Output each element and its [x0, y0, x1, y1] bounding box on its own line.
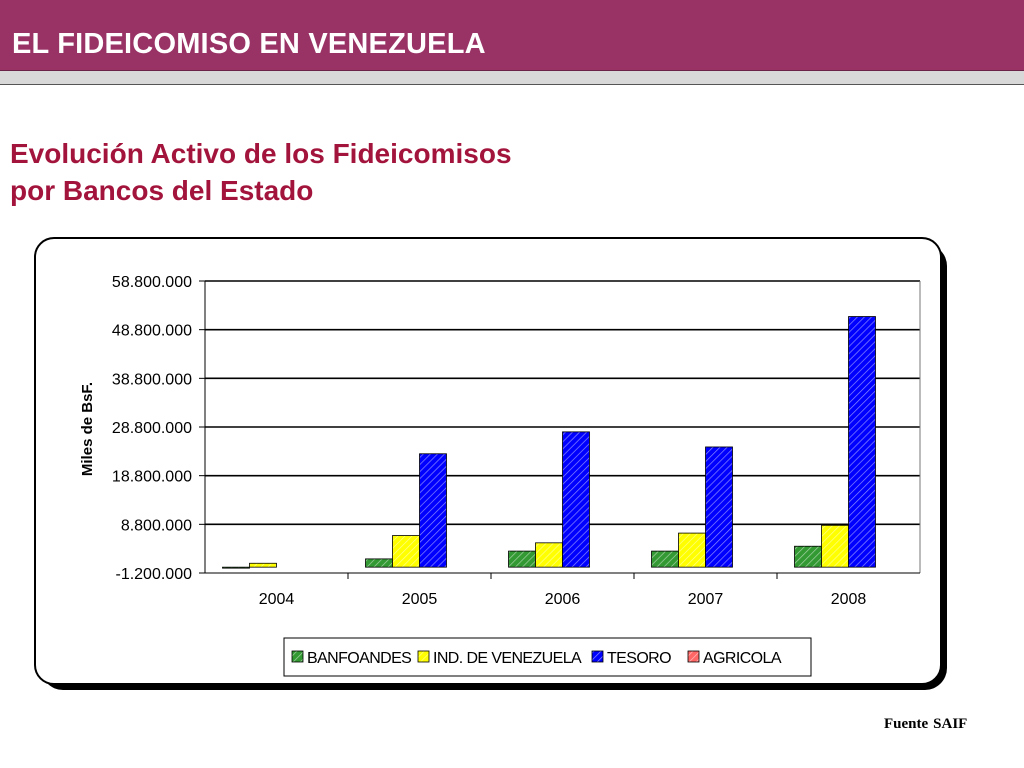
legend-swatch [687, 650, 700, 663]
y-tick-label: 48.800.000 [112, 323, 192, 340]
legend-swatch [291, 650, 304, 663]
page-title: EL FIDEICOMISO EN VENEZUELA [12, 28, 486, 60]
legend-label: TESORO [607, 650, 671, 667]
bar-ind-de-venezuela-2008 [821, 524, 849, 568]
x-tick-label: 2007 [688, 591, 724, 608]
chart-frame [34, 237, 942, 685]
legend-box [283, 637, 812, 677]
bar-tesoro-2008 [848, 316, 876, 568]
bar-ind-de-venezuela-2006 [535, 542, 563, 568]
x-tick-label: 2004 [259, 591, 295, 608]
y-tick-label: 8.800.000 [121, 517, 192, 534]
x-tick-label: 2008 [831, 591, 867, 608]
bar-banfoandes-2006 [508, 550, 536, 568]
legend-label: AGRICOLA [703, 650, 782, 667]
source-note: Fuente SAIF [884, 716, 972, 733]
y-tick-label: 28.800.000 [112, 420, 192, 437]
bar-banfoandes-2005 [365, 558, 393, 568]
header-bar: EL FIDEICOMISO EN VENEZUELA [0, 0, 1024, 71]
bar-ind-de-venezuela-2007 [678, 532, 706, 568]
slide-subtitle: Evolución Activo de los Fideicomisos por… [10, 135, 512, 209]
y-tick-label: 58.800.000 [112, 274, 192, 291]
subtitle-line-1: Evolución Activo de los Fideicomisos [10, 138, 512, 169]
x-tick-label: 2005 [402, 591, 438, 608]
bar-tesoro-2006 [562, 431, 590, 568]
y-tick-label: 18.800.000 [112, 469, 192, 486]
source-label: Fuente [884, 716, 929, 732]
y-tick-label: 38.800.000 [112, 371, 192, 388]
source-value: SAIF [933, 716, 968, 732]
x-tick-label: 2006 [545, 591, 581, 608]
bar-banfoandes-2008 [794, 545, 822, 568]
legend-swatch [591, 650, 604, 663]
bar-ind-de-venezuela-2004 [249, 562, 277, 568]
legend-swatch [417, 650, 430, 663]
header-underbar [0, 71, 1024, 85]
bar-ind-de-venezuela-2005 [392, 535, 420, 568]
bar-tesoro-2005 [419, 453, 447, 568]
legend-label: IND. DE VENEZUELA [433, 650, 582, 667]
bar-banfoandes-2007 [651, 550, 679, 568]
legend: BANFOANDES IND. DE VENEZUELA TESORO AGRICOL… [283, 637, 812, 677]
bar-banfoandes-2004 [222, 566, 250, 569]
bar-tesoro-2007 [705, 446, 733, 568]
subtitle-line-2: por Bancos del Estado [10, 175, 314, 206]
y-tick-label: -1.200.000 [115, 566, 192, 583]
y-axis-title: Miles de BsF. [79, 382, 96, 476]
legend-label: BANFOANDES [307, 650, 411, 667]
